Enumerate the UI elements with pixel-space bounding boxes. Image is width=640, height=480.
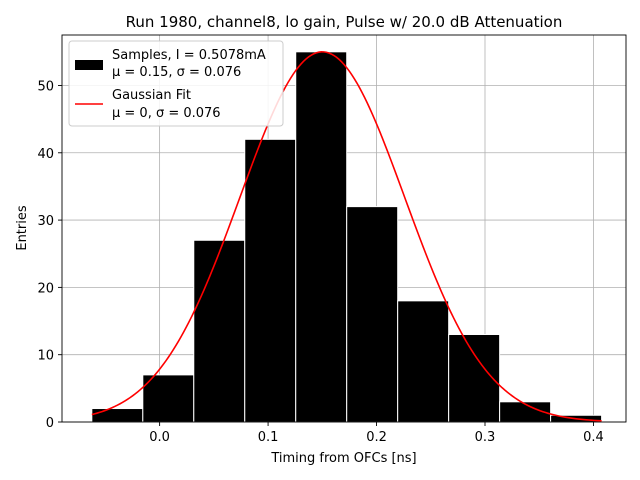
y-tick-label: 10: [37, 349, 54, 364]
y-tick-label: 20: [37, 281, 54, 296]
x-tick-label: 0.3: [475, 430, 496, 445]
x-tick-label: 0.4: [583, 430, 604, 445]
legend-fit-stats: μ = 0, σ = 0.076: [112, 106, 221, 121]
histogram-bars: [91, 51, 603, 423]
legend-fit-label: Gaussian Fit: [112, 88, 191, 103]
histogram-bar: [193, 239, 246, 423]
y-tick-label: 0: [46, 416, 54, 431]
legend-box: [68, 40, 284, 127]
histogram-bar: [448, 334, 501, 423]
y-tick-label: 30: [37, 214, 54, 229]
gaussian-fit-curve: [91, 51, 602, 422]
histogram-bar: [142, 374, 195, 423]
legend-samples-stats: μ = 0.15, σ = 0.076: [112, 65, 241, 80]
x-tick-label: 0.2: [366, 430, 387, 445]
plot-frame: [61, 34, 627, 423]
x-axis-title: Timing from OFCs [ns]: [270, 451, 416, 466]
y-tick-label: 50: [37, 79, 54, 94]
x-tick-label: 0.0: [149, 430, 170, 445]
legend-samples-swatch: [75, 60, 103, 70]
histogram-bar: [295, 51, 348, 423]
y-axis: 0 10 20 30 40 50: [37, 79, 62, 431]
y-axis-title: Entries: [15, 205, 30, 251]
legend-samples-label: Samples, I = 0.5078mA: [112, 48, 266, 63]
histogram-bar: [397, 300, 450, 423]
histogram-bar: [244, 138, 297, 423]
chart-title: Run 1980, channel8, lo gain, Pulse w/ 20…: [126, 13, 563, 31]
histogram-bar: [91, 408, 144, 423]
x-tick-label: 0.1: [258, 430, 279, 445]
x-axis: 0.0 0.1 0.2 0.3 0.4: [149, 422, 604, 445]
histogram-bar: [346, 206, 399, 423]
y-tick-label: 40: [37, 147, 54, 162]
legend: Samples, I = 0.5078mA μ = 0.15, σ = 0.07…: [68, 40, 284, 127]
